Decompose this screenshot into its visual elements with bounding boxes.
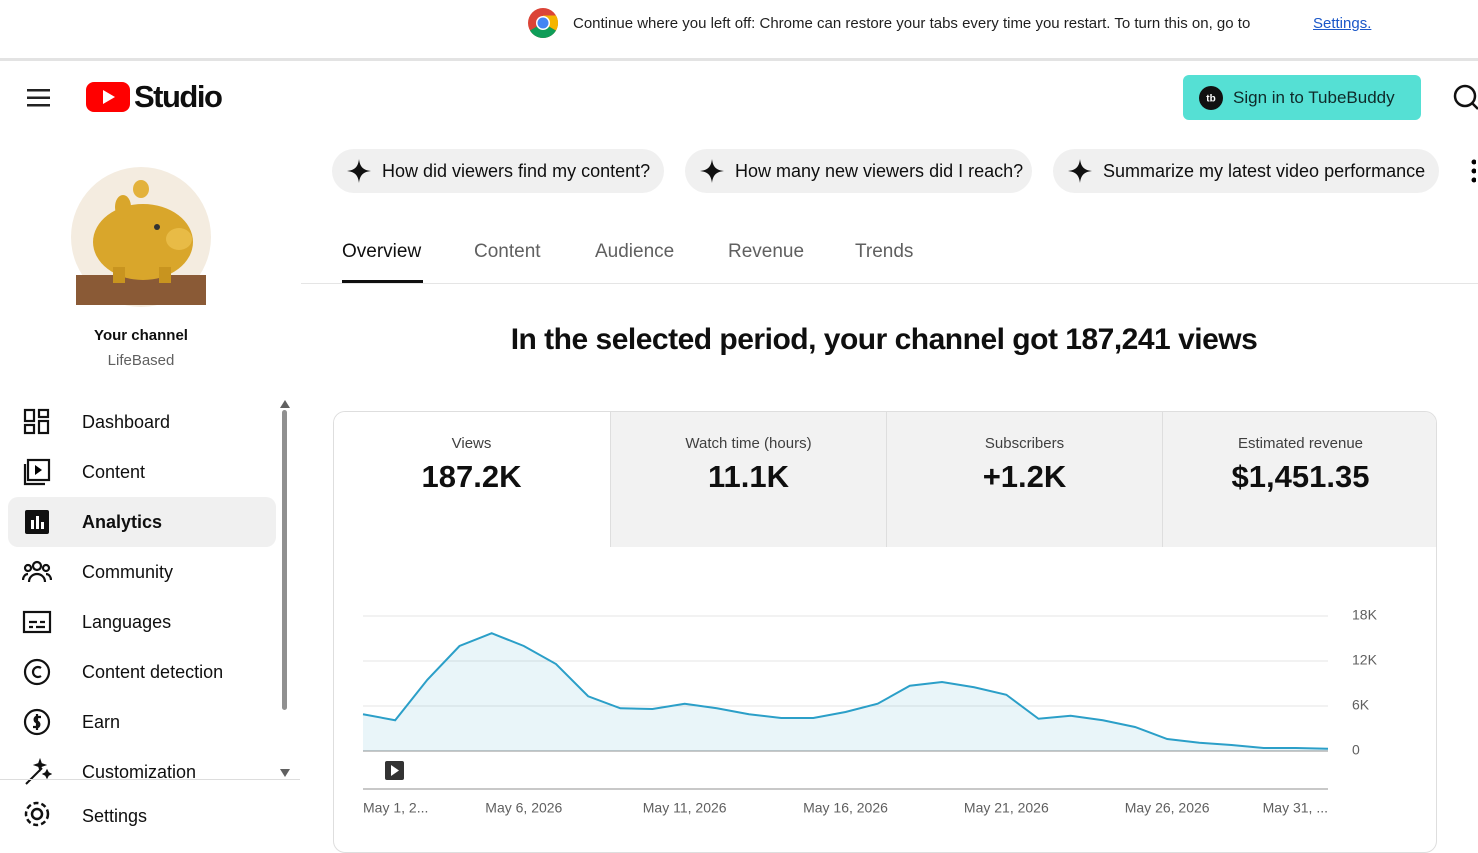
suggestion-label: Summarize my latest video performance <box>1103 161 1426 181</box>
nav-item[interactable]: Earn <box>82 712 121 732</box>
nav-item[interactable]: Content detection <box>82 662 224 682</box>
banner-text: Continue where you left off: Chrome can … <box>573 15 1251 32</box>
more-button[interactable] <box>1466 158 1476 184</box>
metric-tab[interactable]: Subscribers +1.2K <box>886 412 1162 547</box>
nav-icon <box>23 658 51 686</box>
nav-item[interactable]: Community <box>82 562 174 582</box>
metric-label: Watch time (hours) <box>685 435 812 452</box>
tab[interactable]: Revenue <box>728 241 805 262</box>
nav-active-bg <box>8 497 276 547</box>
tubebuddy-button[interactable]: tb Sign in to TubeBuddy <box>1183 75 1421 120</box>
y-tick-label: 6K <box>1352 697 1370 713</box>
nav-item[interactable]: Languages <box>82 612 172 632</box>
nav-icon <box>22 560 52 583</box>
nav-item[interactable]: Analytics <box>82 512 163 532</box>
suggestion-label: How did viewers find my content? <box>382 161 651 181</box>
channel-avatar[interactable] <box>71 167 212 308</box>
x-tick-label: May 6, 2026 <box>485 800 562 816</box>
chrome-icon <box>528 8 559 39</box>
metric-label: Estimated revenue <box>1237 435 1364 452</box>
separator <box>0 779 300 780</box>
settings-link[interactable]: Settings. <box>1313 15 1372 32</box>
line <box>362 632 1329 750</box>
sparkle-icon <box>700 159 724 183</box>
nav-item[interactable]: Customization <box>82 762 197 782</box>
suggestion-label: How many new viewers did I reach? <box>735 161 1024 181</box>
nav-icon <box>22 610 52 634</box>
menu-button[interactable] <box>26 87 52 109</box>
metric-label: Subscribers <box>984 435 1065 452</box>
metric-label: Views <box>451 435 492 452</box>
metric-value: 11.1K <box>707 459 789 494</box>
scrollbar <box>282 410 287 710</box>
x-tick-label: May 26, 2026 <box>1125 800 1210 816</box>
tubebuddy-icon: tb <box>1199 86 1223 110</box>
tab-underline <box>342 280 423 283</box>
channel-label: Your channel <box>94 327 188 344</box>
metric-tab[interactable]: Estimated revenue $1,451.35 <box>1162 412 1436 547</box>
tab[interactable]: Content <box>474 241 541 262</box>
metric-tab[interactable]: Views 187.2K <box>334 412 609 547</box>
scroll-arrow <box>280 400 290 408</box>
tubebuddy-label: Sign in to TubeBuddy <box>1233 88 1395 107</box>
headline: In the selected period, your channel got… <box>510 323 1258 356</box>
youtube-logo[interactable] <box>85 80 131 114</box>
svg-text:tb: tb <box>1206 94 1215 105</box>
tab[interactable]: Overview <box>342 241 422 262</box>
nav-item[interactable]: Dashboard <box>82 412 171 432</box>
nav-icon <box>23 408 50 435</box>
nav-icon <box>25 510 49 534</box>
x-tick-label: May 11, 2026 <box>643 800 727 816</box>
x-tick-label: May 21, 2026 <box>964 800 1049 816</box>
suggestion-chip[interactable]: How many new viewers did I reach? <box>685 149 1032 193</box>
area-fill <box>363 633 1328 751</box>
search-button[interactable] <box>1453 84 1478 112</box>
channel-name: LifeBased <box>107 352 175 369</box>
studio-logo[interactable]: Studio <box>134 79 223 114</box>
scroll-arrow <box>280 769 290 777</box>
metric-value: +1.2K <box>982 459 1067 494</box>
metric-tab[interactable]: Watch time (hours) 11.1K <box>610 412 886 547</box>
nav-item[interactable]: Content <box>82 462 146 482</box>
settings-nav[interactable]: Settings <box>82 806 148 826</box>
chart: 0 6K 12K 18K May 1, 2... May 6, 2026 May 11, 2… <box>362 607 1378 816</box>
nav-icon <box>23 708 51 736</box>
suggestion-chip[interactable]: How did viewers find my content? <box>332 149 664 193</box>
suggestion-chip[interactable]: Summarize my latest video performance <box>1053 149 1439 193</box>
y-tick-label: 18K <box>1352 607 1378 623</box>
x-tick-label: May 16, 2026 <box>803 800 888 816</box>
nav-icon <box>23 458 51 486</box>
y-tick-label: 0 <box>1352 742 1360 758</box>
metrics-card: Views 187.2K Watch time (hours) 11.1K Subscr… <box>333 411 1437 853</box>
y-tick-label: 12K <box>1352 652 1378 668</box>
tab[interactable]: Audience <box>595 241 675 262</box>
play-glyph <box>391 765 399 776</box>
x-tick-label: May 31, ... <box>1263 800 1328 816</box>
tab-divider <box>301 283 1478 284</box>
sparkle-icon <box>1068 159 1092 183</box>
sparkle-icon <box>347 159 371 183</box>
settings-icon <box>24 801 50 827</box>
metric-value: $1,451.35 <box>1231 459 1370 494</box>
x-tick-label: May 1, 2... <box>363 800 428 816</box>
tab[interactable]: Trends <box>855 241 914 262</box>
metric-value: 187.2K <box>421 459 522 494</box>
nav-icon <box>25 757 52 785</box>
restore-banner: Continue where you left off: Chrome can … <box>0 0 1478 61</box>
